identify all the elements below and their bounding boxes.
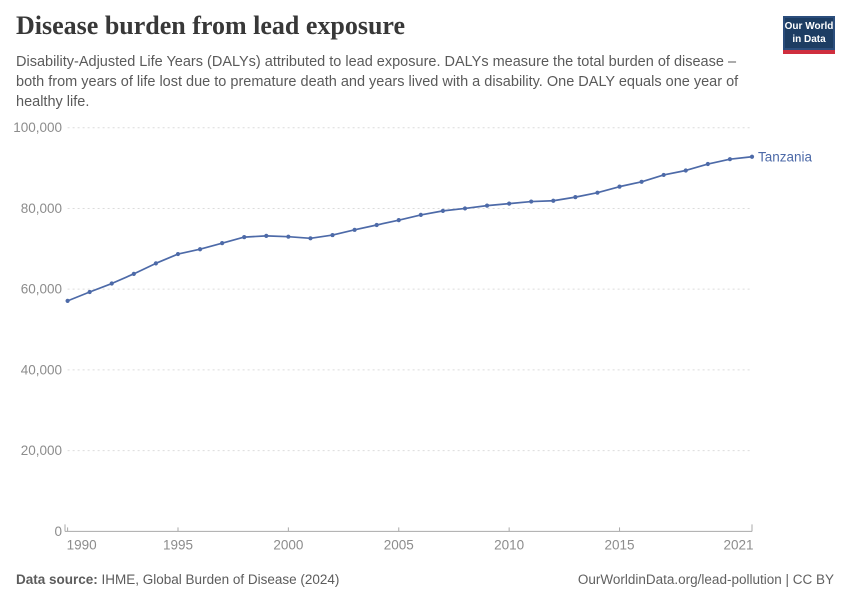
series-point[interactable] — [153, 261, 159, 266]
series-point[interactable] — [242, 235, 247, 240]
data-source-label: Data source: — [16, 572, 98, 587]
x-axis-tick-label: 2010 — [494, 538, 524, 553]
series-point[interactable] — [595, 190, 600, 195]
series-point[interactable] — [484, 203, 490, 208]
series-point[interactable] — [175, 251, 181, 257]
series-point[interactable] — [705, 161, 710, 167]
y-axis-tick-label: 80,000 — [21, 201, 62, 216]
x-axis-tick-label: 2000 — [273, 538, 303, 553]
series-point[interactable] — [197, 247, 203, 252]
series-point[interactable] — [507, 201, 512, 206]
series-point[interactable] — [330, 232, 335, 238]
series-point[interactable] — [683, 168, 688, 173]
y-axis-tick-label: 40,000 — [21, 362, 62, 377]
series-point[interactable] — [352, 227, 357, 232]
data-source-text: IHME, Global Burden of Disease (2024) — [97, 572, 340, 587]
series-point[interactable] — [462, 206, 468, 211]
page-title: Disease burden from lead exposure — [16, 11, 406, 40]
x-axis-tick-label: 1990 — [67, 538, 97, 553]
series-point[interactable] — [220, 241, 225, 246]
footer-credit-link[interactable]: OurWorldinData.org/lead-pollution | CC B… — [577, 572, 834, 587]
series-point[interactable] — [286, 234, 291, 239]
series-point[interactable] — [639, 179, 644, 184]
x-axis-tick-label: 1995 — [163, 538, 193, 553]
y-axis-tick-label: 0 — [54, 524, 62, 539]
x-axis-tick-label: 2021 — [723, 538, 753, 553]
series-point[interactable] — [264, 233, 269, 238]
owid-logo-line2: in Data — [792, 34, 826, 45]
y-axis-tick-label: 100,000 — [13, 120, 62, 135]
owid-logo-line1: Our World — [784, 21, 834, 32]
series-point[interactable] — [617, 184, 622, 189]
series-point[interactable] — [418, 212, 423, 217]
series-point[interactable] — [87, 289, 92, 295]
chart-subtitle: Disability-Adjusted Life Years (DALYs) a… — [16, 54, 739, 110]
owid-logo-box: Our World in Data — [783, 16, 835, 50]
x-axis-tick-label: 2005 — [384, 538, 414, 553]
data-source-note: Data source: IHME, Global Burden of Dise… — [16, 572, 339, 587]
series-point[interactable] — [440, 208, 446, 213]
series-point[interactable] — [396, 218, 401, 223]
series-point[interactable] — [308, 236, 313, 241]
series-point[interactable] — [573, 195, 578, 200]
series-point[interactable] — [749, 154, 755, 159]
series-line-tanzania[interactable] — [66, 155, 753, 302]
y-axis-tick-label: 60,000 — [21, 282, 62, 297]
series-point[interactable] — [131, 271, 136, 276]
series-point[interactable] — [374, 222, 379, 228]
y-axis-tick-label: 20,000 — [21, 443, 62, 458]
series-point[interactable] — [529, 199, 534, 204]
series-point[interactable] — [65, 298, 70, 303]
series-point[interactable] — [109, 281, 114, 286]
series-point[interactable] — [727, 157, 733, 162]
series-point[interactable] — [661, 172, 666, 178]
x-axis-tick-label: 2015 — [605, 538, 635, 553]
owid-logo[interactable]: Our World in Data — [783, 16, 835, 54]
series-label-tanzania[interactable]: Tanzania — [758, 149, 813, 164]
owid-logo-stripe — [783, 50, 835, 54]
series-point[interactable] — [551, 198, 556, 203]
